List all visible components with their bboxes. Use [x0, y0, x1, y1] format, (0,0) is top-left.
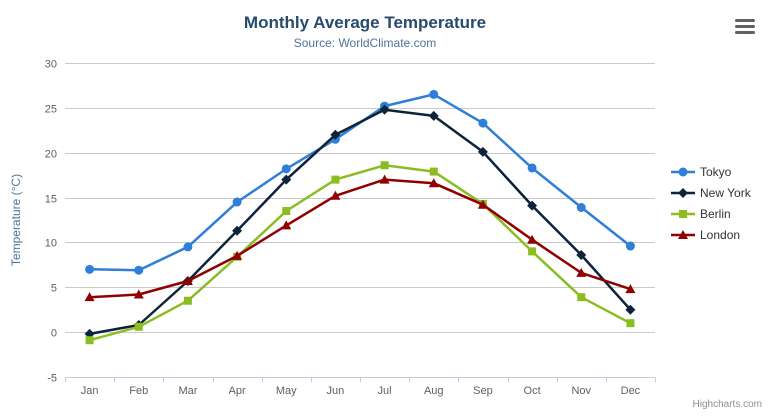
- data-point-new-york[interactable]: [477, 146, 488, 157]
- chart-title: Monthly Average Temperature: [243, 13, 487, 32]
- data-point-london[interactable]: [428, 178, 439, 188]
- export-menu-button[interactable]: [731, 14, 759, 38]
- x-axis-label: Dec: [621, 385, 641, 397]
- series-new-york: [84, 104, 636, 339]
- y-axis-label: 15: [45, 194, 57, 206]
- data-point-london[interactable]: [527, 234, 538, 244]
- data-point-new-york[interactable]: [281, 174, 292, 185]
- data-point-london[interactable]: [576, 267, 587, 277]
- series-line-berlin: [88, 164, 632, 342]
- x-axis-label: May: [276, 385, 297, 397]
- series-london: [84, 174, 636, 302]
- legend: Tokyo New York Berlin London: [671, 161, 751, 245]
- data-point-tokyo[interactable]: [183, 242, 193, 252]
- data-point-london[interactable]: [330, 190, 341, 200]
- y-axis-label: 20: [45, 149, 57, 161]
- data-point-london[interactable]: [625, 284, 636, 294]
- data-point-berlin[interactable]: [85, 336, 94, 345]
- data-point-berlin[interactable]: [626, 319, 635, 328]
- series-line-new-york: [88, 108, 632, 336]
- legend-label: Berlin: [700, 206, 731, 221]
- legend-triangle-icon: [671, 229, 695, 239]
- y-axis-label: 10: [45, 238, 57, 250]
- data-point-london[interactable]: [232, 250, 243, 260]
- data-point-berlin[interactable]: [134, 322, 143, 331]
- x-axis-label: Aug: [424, 385, 444, 397]
- data-point-new-york[interactable]: [428, 110, 439, 121]
- series-line-tokyo: [88, 93, 632, 272]
- data-point-berlin[interactable]: [380, 161, 389, 170]
- data-point-new-york[interactable]: [527, 200, 538, 211]
- data-point-london[interactable]: [182, 276, 193, 286]
- y-axis-title: Temperature (°C): [9, 174, 23, 266]
- legend-square-icon: [671, 209, 695, 218]
- data-point-berlin[interactable]: [282, 207, 291, 216]
- data-point-tokyo[interactable]: [85, 264, 95, 274]
- legend-label: Tokyo: [700, 164, 732, 179]
- x-axis-label: Oct: [524, 385, 541, 397]
- legend-circle-icon: [671, 167, 695, 176]
- data-point-berlin[interactable]: [528, 247, 537, 256]
- data-point-tokyo[interactable]: [232, 197, 242, 207]
- series-line-london: [88, 178, 632, 299]
- y-axis-label: 0: [51, 328, 57, 340]
- data-point-new-york[interactable]: [379, 104, 390, 115]
- legend-item-london[interactable]: London: [671, 224, 751, 245]
- x-axis-label: Feb: [129, 385, 148, 397]
- data-point-new-york[interactable]: [625, 304, 636, 315]
- legend-label: London: [700, 227, 741, 242]
- data-point-berlin[interactable]: [183, 296, 192, 305]
- data-point-london[interactable]: [281, 220, 292, 230]
- data-point-tokyo[interactable]: [576, 202, 586, 212]
- x-axis-label: Mar: [178, 385, 197, 397]
- legend-item-new-york[interactable]: New York: [671, 182, 751, 203]
- data-point-london[interactable]: [379, 174, 390, 184]
- data-point-berlin[interactable]: [577, 293, 586, 302]
- hamburger-icon: [735, 18, 755, 22]
- legend-item-berlin[interactable]: Berlin: [671, 203, 751, 224]
- chart-subtitle: Source: WorldClimate.com: [293, 36, 437, 50]
- data-point-tokyo[interactable]: [478, 118, 488, 128]
- data-point-tokyo[interactable]: [281, 164, 291, 174]
- x-axis-label: Jul: [378, 385, 392, 397]
- highcharts-credit[interactable]: Highcharts.com: [692, 399, 762, 410]
- data-point-tokyo[interactable]: [625, 241, 635, 251]
- y-axis-label: 30: [45, 59, 57, 71]
- legend-item-tokyo[interactable]: Tokyo: [671, 161, 751, 182]
- legend-diamond-icon: [671, 187, 695, 198]
- y-axis-label: 5: [51, 283, 57, 295]
- x-axis-label: Apr: [229, 385, 246, 397]
- data-point-tokyo[interactable]: [527, 163, 537, 173]
- data-point-new-york[interactable]: [330, 129, 341, 140]
- x-axis-label: Jun: [327, 385, 345, 397]
- x-axis-label: Jan: [81, 385, 99, 397]
- y-axis-label: 25: [45, 104, 57, 116]
- data-point-london[interactable]: [133, 289, 144, 299]
- data-point-berlin[interactable]: [429, 167, 438, 176]
- x-axis-label: Nov: [571, 385, 591, 397]
- data-point-tokyo[interactable]: [429, 89, 439, 99]
- data-point-london[interactable]: [84, 292, 95, 302]
- series-tokyo: [85, 89, 635, 275]
- data-point-new-york[interactable]: [576, 249, 587, 260]
- data-point-london[interactable]: [477, 199, 488, 209]
- y-axis-label: -5: [47, 373, 57, 385]
- data-point-new-york[interactable]: [232, 225, 243, 236]
- legend-label: New York: [700, 185, 751, 200]
- x-axis-label: Sep: [473, 385, 493, 397]
- data-point-berlin[interactable]: [331, 175, 340, 184]
- data-point-tokyo[interactable]: [134, 265, 144, 275]
